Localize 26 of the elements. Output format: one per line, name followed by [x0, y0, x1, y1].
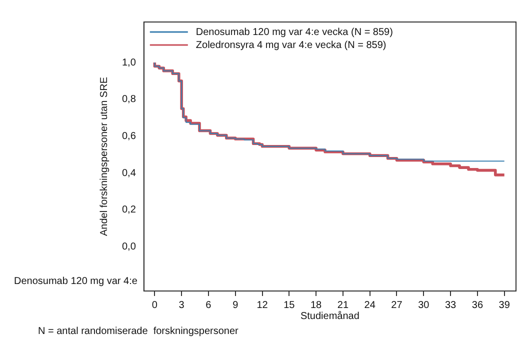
x-tick-label: 24	[364, 300, 376, 311]
y-tick-label: 0,0	[122, 242, 136, 253]
x-tick-label: 39	[498, 300, 510, 311]
y-tick-label: 0,2	[122, 204, 136, 216]
x-tick-label: 6	[206, 300, 212, 311]
x-tick-label: 3	[178, 300, 185, 311]
x-tick-label: 21	[337, 300, 349, 311]
legend-label: Denosumab 120 mg var 4:e vecka (N = 859)	[196, 26, 393, 38]
y-tick-label: 0,8	[122, 94, 136, 106]
text: Denosumab 120 mg var 4:e	[14, 276, 138, 287]
x-axis-title: Studiemånad	[300, 310, 360, 322]
x-tick-label: 33	[444, 300, 457, 311]
x-tick-label: 15	[284, 300, 296, 311]
x-tick-label: 36	[472, 300, 484, 311]
x-tick-label: 18	[310, 300, 322, 311]
x-tick-label: 12	[256, 300, 268, 311]
x-tick-label: 30	[418, 300, 430, 311]
x-tick-label: 0	[152, 300, 158, 311]
y-tick-label: 0,6	[122, 130, 136, 142]
y-tick-label: 0,4	[122, 168, 136, 179]
x-tick-label: 27	[391, 300, 403, 311]
legend-label: Zoledronsyra 4 mg var 4:e vecka (N = 859)	[196, 40, 386, 51]
text: N = antal randomiserade forskningspersoner	[38, 326, 238, 337]
y-tick-label: 1,0	[122, 57, 136, 68]
y-axis-title: Andel forskningspersoner utan SRE	[98, 76, 110, 236]
x-tick-label: 9	[232, 300, 239, 311]
